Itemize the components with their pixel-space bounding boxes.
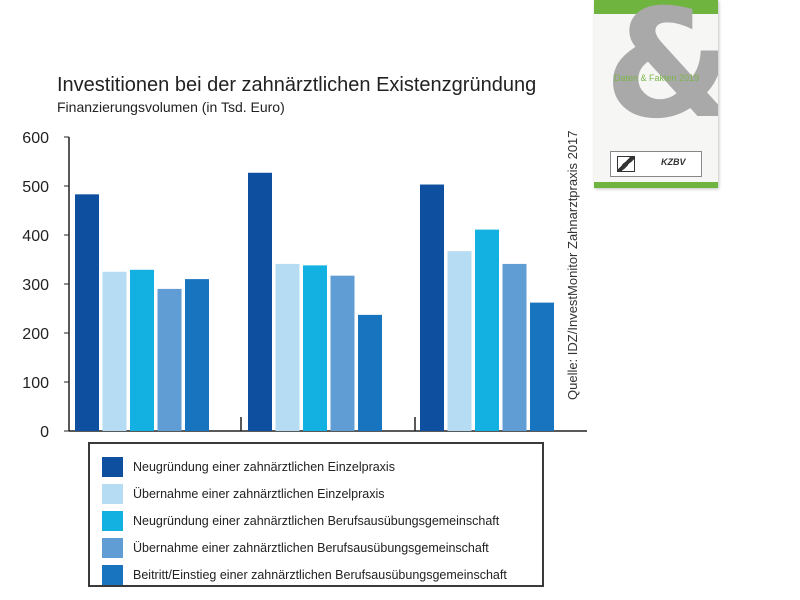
chart-title: Investitionen bei der zahnärztlichen Exi… bbox=[57, 74, 537, 96]
y-tick-label: 600 bbox=[22, 130, 49, 147]
legend-item: Übernahme einer zahnärztlichen Einzelpra… bbox=[102, 480, 542, 507]
source-note: Quelle: IDZ/InvestMonitor Zahnarztpraxis… bbox=[565, 130, 580, 400]
y-tick-label: 500 bbox=[22, 179, 49, 196]
legend-item: Neugründung einer zahnärztlichen Berufsa… bbox=[102, 507, 542, 534]
y-tick-label: 100 bbox=[22, 375, 49, 392]
cover-bottom-band bbox=[594, 182, 718, 188]
cover-top-band bbox=[594, 0, 718, 14]
legend-item: Übernahme einer zahnärztlichen Berufsaus… bbox=[102, 534, 542, 561]
chart-subtitle: Finanzierungsvolumen (in Tsd. Euro) bbox=[57, 99, 285, 115]
legend-swatch bbox=[102, 537, 123, 558]
legend-label: Übernahme einer zahnärztlichen Berufsaus… bbox=[133, 540, 489, 555]
legend-label: Übernahme einer zahnärztlichen Einzelpra… bbox=[133, 486, 385, 501]
bar bbox=[102, 271, 127, 431]
bar bbox=[447, 251, 472, 431]
publisher-logos: KZBV bbox=[610, 151, 702, 177]
bar bbox=[185, 279, 209, 431]
bar bbox=[530, 302, 554, 431]
legend-swatch bbox=[102, 564, 123, 585]
legend-item: Neugründung einer zahnärztlichen Einzelp… bbox=[102, 453, 542, 480]
legend-swatch bbox=[102, 510, 123, 531]
bar bbox=[75, 194, 99, 431]
y-tick-label: 300 bbox=[22, 277, 49, 294]
y-tick-label: 0 bbox=[40, 424, 49, 441]
y-tick-label: 200 bbox=[22, 326, 49, 343]
bar bbox=[502, 263, 527, 431]
bar bbox=[358, 314, 382, 431]
brochure-cover-image: & Daten & Fakten 2019 KZBV bbox=[594, 0, 718, 188]
kzbv-logo: KZBV bbox=[661, 157, 686, 167]
legend: Neugründung einer zahnärztlichen Einzelp… bbox=[88, 442, 544, 587]
bar bbox=[303, 265, 327, 431]
bar bbox=[475, 229, 499, 431]
legend-label: Beitritt/Einstieg einer zahnärztlichen B… bbox=[133, 567, 507, 582]
legend-item: Beitritt/Einstieg einer zahnärztlichen B… bbox=[102, 561, 542, 588]
y-tick-label: 400 bbox=[22, 228, 49, 245]
legend-swatch bbox=[102, 483, 123, 504]
legend-label: Neugründung einer zahnärztlichen Einzelp… bbox=[133, 459, 395, 474]
bar bbox=[157, 288, 182, 431]
bar bbox=[275, 263, 300, 431]
cover-title: Daten & Fakten 2019 bbox=[614, 73, 700, 83]
bar bbox=[130, 269, 154, 431]
bar bbox=[330, 275, 355, 431]
bar bbox=[248, 172, 272, 431]
legend-label: Neugründung einer zahnärztlichen Berufsa… bbox=[133, 513, 500, 528]
ampersand-graphic: & bbox=[604, 0, 718, 140]
idz-logo-icon bbox=[617, 156, 635, 172]
legend-swatch bbox=[102, 456, 123, 477]
bar bbox=[420, 184, 444, 431]
